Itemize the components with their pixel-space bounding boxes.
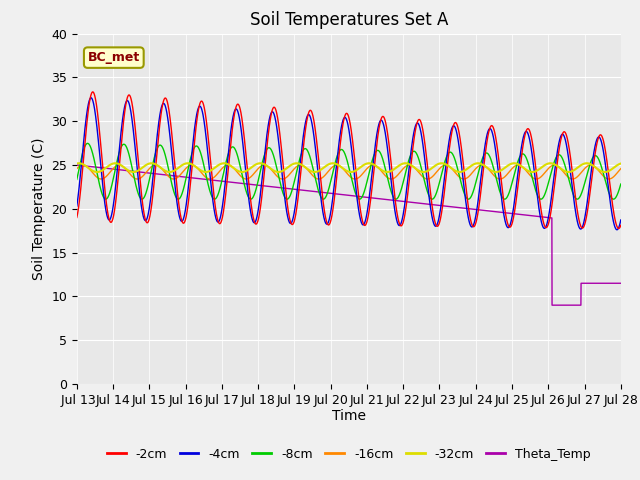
Text: BC_met: BC_met	[88, 51, 140, 64]
Title: Soil Temperatures Set A: Soil Temperatures Set A	[250, 11, 448, 29]
Legend: -2cm, -4cm, -8cm, -16cm, -32cm, Theta_Temp: -2cm, -4cm, -8cm, -16cm, -32cm, Theta_Te…	[102, 443, 596, 466]
X-axis label: Time: Time	[332, 409, 366, 423]
Y-axis label: Soil Temperature (C): Soil Temperature (C)	[31, 138, 45, 280]
